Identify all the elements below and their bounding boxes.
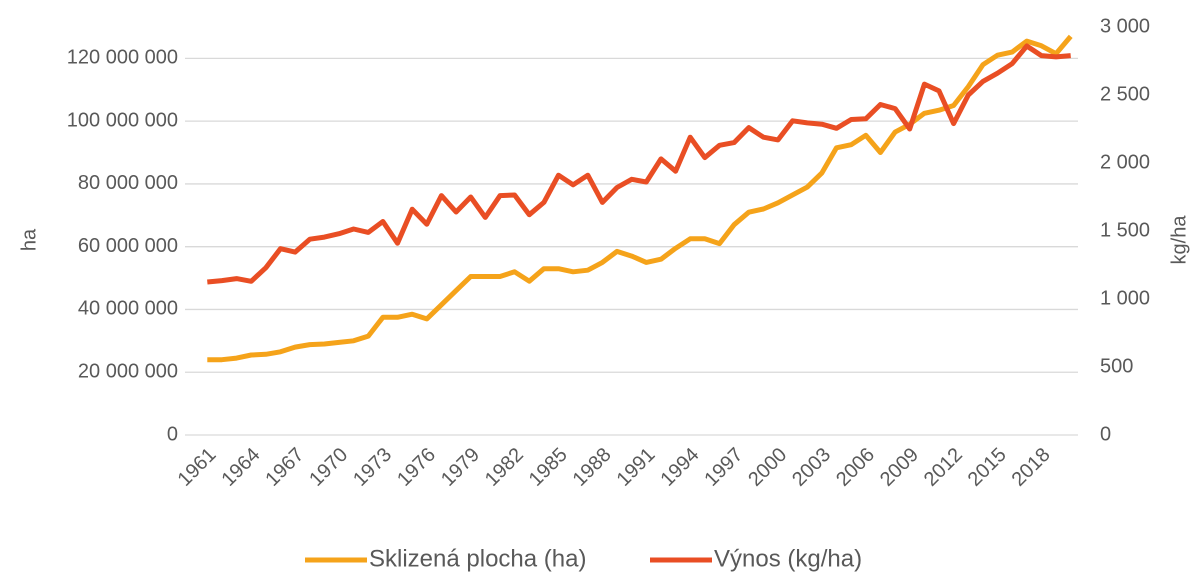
x-tick-label: 1979 (437, 444, 484, 491)
y2-tick-label: 500 (1100, 355, 1133, 377)
legend-label: Výnos (kg/ha) (714, 545, 862, 572)
legend-label: Sklizená plocha (ha) (369, 545, 586, 572)
x-tick-label: 1994 (656, 444, 703, 491)
y-tick-label: 80 000 000 (78, 172, 178, 194)
y2-tick-label: 0 (1100, 423, 1111, 445)
x-tick-label: 2003 (788, 444, 835, 491)
x-tick-label: 1973 (349, 444, 396, 491)
x-tick-label: 1985 (525, 444, 572, 491)
x-tick-label: 2006 (832, 444, 879, 491)
x-tick-label: 1964 (217, 444, 264, 491)
x-tick-label: 2000 (744, 444, 791, 491)
y2-axis-title: kg/ha (1168, 215, 1190, 265)
y-tick-label: 120 000 000 (67, 47, 178, 69)
x-tick-label: 1982 (481, 444, 528, 491)
line-series (207, 34, 1073, 363)
x-tick-label: 2009 (876, 444, 923, 491)
y-tick-label: 0 (167, 423, 178, 445)
x-tick-label: 1988 (569, 444, 616, 491)
y2-tick-label: 1 500 (1100, 219, 1150, 241)
y2-tick-label: 2 500 (1100, 83, 1150, 105)
x-tick-label: 1967 (261, 444, 308, 491)
x-tick-label: 1961 (174, 444, 221, 491)
x-tick-label: 2018 (1008, 444, 1055, 491)
y-tick-label: 60 000 000 (78, 235, 178, 257)
y-axis-title: ha (18, 228, 40, 251)
y-tick-label: 100 000 000 (67, 109, 178, 131)
y2-tick-label: 2 000 (1100, 151, 1150, 173)
x-tick-label: 1991 (613, 444, 660, 491)
x-tick-label: 1976 (393, 444, 440, 491)
x-tick-label: 1997 (700, 444, 747, 491)
y-tick-label: 40 000 000 (78, 298, 178, 320)
x-tick-label: 2012 (920, 444, 967, 491)
y2-tick-label: 3 000 (1100, 15, 1150, 37)
y2-tick-label: 1 000 (1100, 287, 1150, 309)
x-tick-label: 1970 (305, 444, 352, 491)
y-tick-label: 20 000 000 (78, 361, 178, 383)
x-tick-label: 2015 (964, 444, 1011, 491)
line-series (207, 43, 1071, 285)
